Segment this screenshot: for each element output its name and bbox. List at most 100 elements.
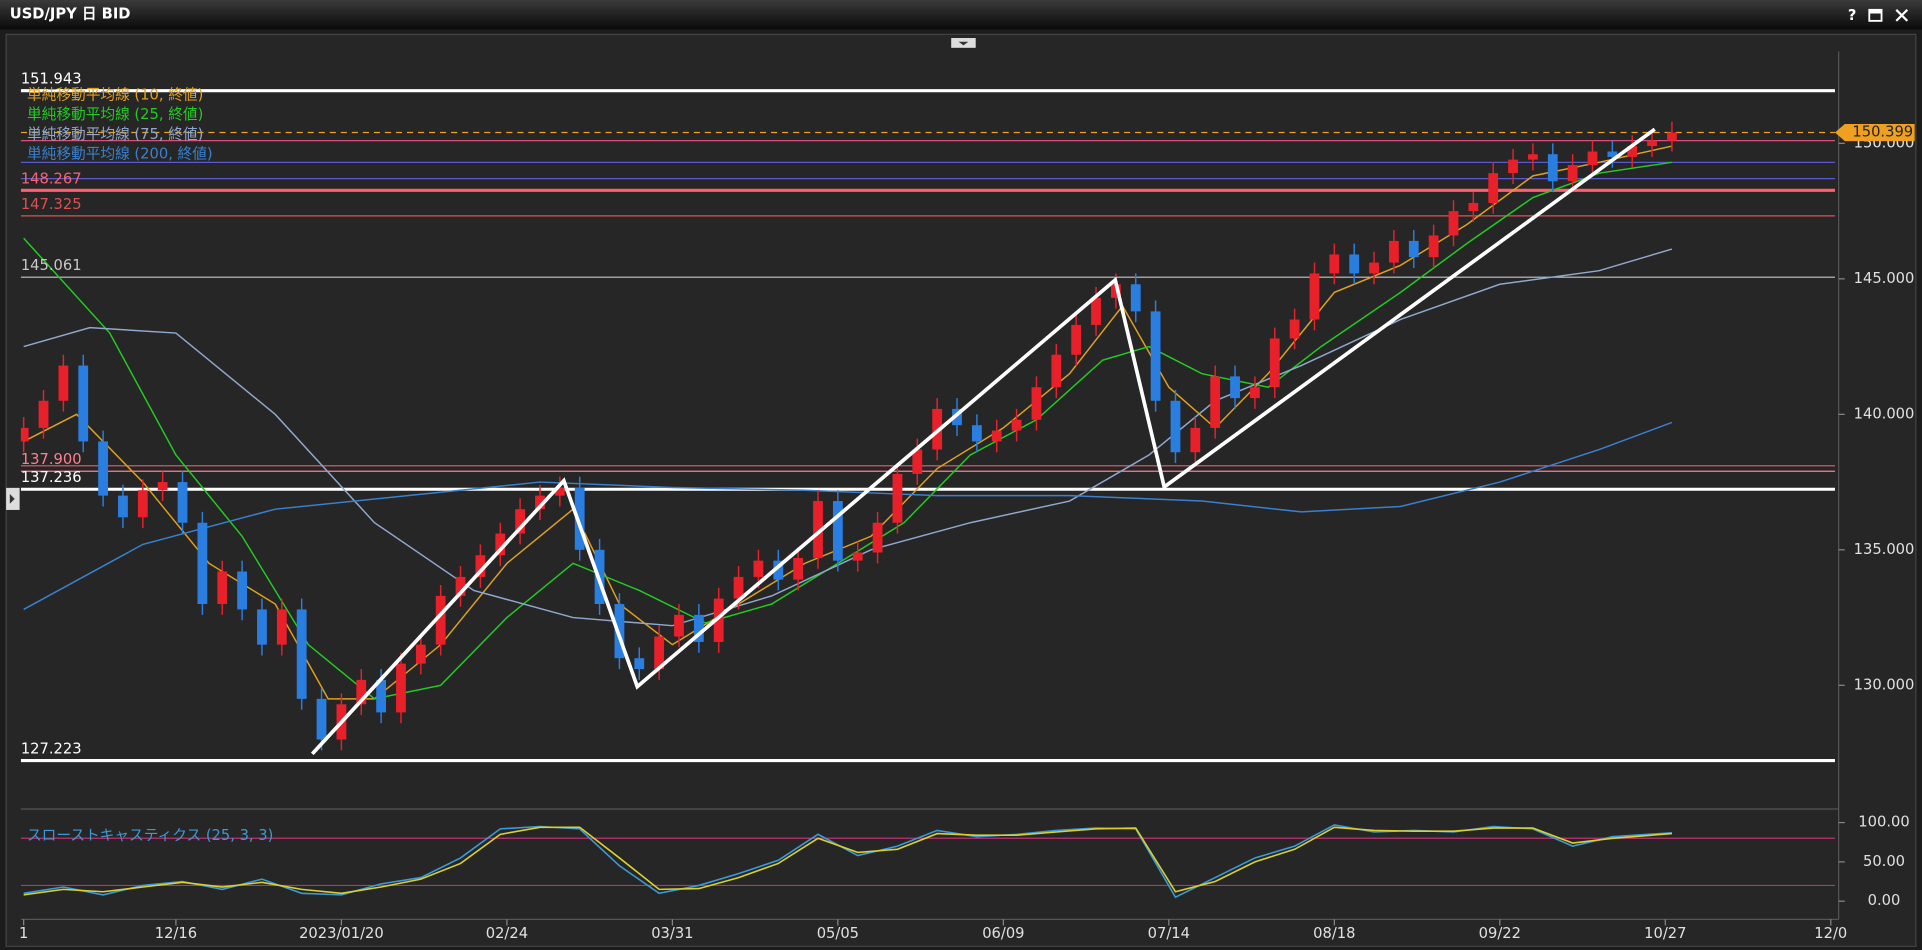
stoch-line bbox=[23, 826, 1672, 896]
candle-body bbox=[415, 644, 426, 664]
x-tick-label: 03/31 bbox=[651, 925, 693, 942]
candle-body bbox=[177, 482, 188, 523]
candle-body bbox=[257, 609, 267, 645]
stoch-tick-label: 0.00 bbox=[1868, 892, 1901, 909]
candle-body bbox=[1528, 154, 1538, 160]
candle-body bbox=[137, 490, 148, 518]
candle-body bbox=[58, 365, 69, 401]
candle-body bbox=[872, 522, 883, 553]
x-tick-label: 08/18 bbox=[1313, 925, 1355, 942]
candle-body bbox=[693, 614, 704, 642]
candle-body bbox=[1448, 211, 1459, 236]
level-label: 137.900 bbox=[21, 451, 82, 468]
level-label: 145.061 bbox=[21, 257, 82, 274]
candle-body bbox=[475, 555, 486, 577]
x-tick-label: 1 bbox=[19, 925, 28, 942]
candle-body bbox=[1130, 284, 1141, 312]
window-title: USD/JPY 日 BID bbox=[10, 6, 131, 23]
candle-body bbox=[733, 576, 744, 599]
candle-body bbox=[515, 509, 526, 534]
level-label: 137.236 bbox=[21, 469, 82, 486]
candle-body bbox=[435, 595, 446, 645]
level-label: 148.267 bbox=[21, 170, 82, 187]
candle-body bbox=[197, 522, 208, 605]
candle-body bbox=[1627, 146, 1638, 157]
candle-body bbox=[554, 487, 565, 496]
moving-average bbox=[23, 421, 1673, 611]
candle-body bbox=[1289, 319, 1300, 339]
title-bar bbox=[0, 0, 1922, 30]
candle-body bbox=[1210, 376, 1221, 428]
y-tick-label: 140.000 bbox=[1854, 405, 1915, 422]
x-tick-label: 12/16 bbox=[155, 925, 197, 942]
side-arrow bbox=[9, 493, 15, 504]
y-tick-label: 145.000 bbox=[1854, 270, 1915, 287]
moving-average bbox=[23, 161, 1673, 700]
close-button[interactable] bbox=[1895, 9, 1909, 22]
candle-body bbox=[991, 430, 1002, 442]
candle-body bbox=[773, 560, 784, 580]
candle-body bbox=[276, 609, 287, 645]
legend-entry: 単純移動平均線 (25, 終値) bbox=[27, 106, 203, 123]
x-tick-label: 12/0 bbox=[1814, 925, 1847, 942]
level-label: 147.325 bbox=[21, 196, 82, 213]
candle-body bbox=[813, 501, 823, 558]
candle-body bbox=[356, 679, 367, 705]
y-tick-label: 130.000 bbox=[1854, 676, 1915, 693]
candle-body bbox=[852, 552, 863, 561]
x-tick-label: 05/05 bbox=[817, 925, 859, 942]
candle-body bbox=[654, 636, 665, 670]
candle-body bbox=[634, 658, 645, 670]
candle-body bbox=[971, 425, 982, 442]
help-button[interactable]: ? bbox=[1848, 7, 1857, 24]
candle-body bbox=[1091, 297, 1101, 325]
candle-body bbox=[1269, 338, 1280, 388]
candle-body bbox=[952, 408, 962, 426]
x-tick-label: 10/27 bbox=[1644, 925, 1686, 942]
candle-body bbox=[1428, 235, 1439, 258]
candle-body bbox=[98, 441, 108, 496]
legend-entry: 単純移動平均線 (75, 終値) bbox=[27, 126, 203, 143]
candle-body bbox=[1170, 400, 1181, 453]
candle-body bbox=[217, 571, 228, 605]
candle-body bbox=[1607, 151, 1618, 157]
x-tick-label: 09/22 bbox=[1479, 925, 1521, 942]
candle-body bbox=[376, 679, 387, 713]
candle-body bbox=[78, 365, 89, 442]
last-price-label: 150.399 bbox=[1852, 124, 1913, 141]
candle-body bbox=[1468, 202, 1479, 212]
maximize-button[interactable] bbox=[1868, 8, 1883, 22]
level-label: 127.223 bbox=[21, 741, 82, 758]
stoch-tick-label: 100.00 bbox=[1858, 814, 1909, 831]
candle-body bbox=[1667, 132, 1677, 141]
candle-body bbox=[316, 698, 327, 740]
candle-body bbox=[793, 557, 804, 580]
candle-body bbox=[1349, 254, 1360, 274]
level-label: 151.943 bbox=[21, 71, 82, 88]
candle-body bbox=[1051, 354, 1062, 388]
candle-body bbox=[1369, 262, 1379, 274]
candle-body bbox=[396, 663, 406, 713]
candle-body bbox=[495, 533, 506, 556]
candle-body bbox=[912, 449, 923, 474]
candle-body bbox=[1249, 387, 1260, 399]
stochastic-panel bbox=[20, 824, 1835, 899]
last-price-badge bbox=[1834, 123, 1915, 142]
candle-body bbox=[674, 614, 684, 637]
x-tick-label: 06/09 bbox=[982, 925, 1024, 942]
stoch-tick-label: 50.00 bbox=[1863, 853, 1905, 870]
candle-body bbox=[1647, 140, 1657, 147]
candle-body bbox=[753, 560, 764, 577]
candle-body bbox=[1389, 240, 1399, 263]
price-panel bbox=[20, 89, 1835, 763]
candle-body bbox=[1309, 273, 1320, 320]
candle-body bbox=[1547, 154, 1558, 182]
candle-body bbox=[237, 571, 248, 610]
candle-body bbox=[1031, 387, 1042, 420]
moving-average bbox=[23, 248, 1673, 627]
candle-body bbox=[535, 495, 545, 510]
y-tick-label: 135.000 bbox=[1854, 541, 1915, 558]
stoch-title: スローストキャスティクス (25, 3, 3) bbox=[27, 827, 273, 844]
